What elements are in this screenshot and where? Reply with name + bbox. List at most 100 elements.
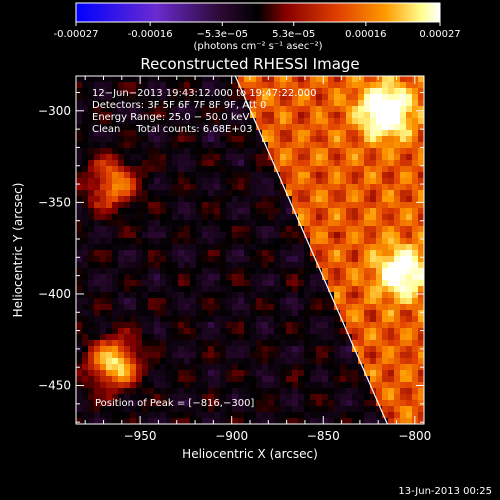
heatmap-cell [226, 178, 233, 185]
heatmap-cell [382, 166, 389, 173]
heatmap-cell [178, 412, 185, 419]
heatmap-cell [166, 76, 173, 83]
heatmap-cell [274, 292, 281, 299]
heatmap-cell [400, 178, 407, 185]
heatmap-cell [226, 334, 233, 341]
heatmap-cell [160, 298, 167, 305]
heatmap-cell [190, 202, 197, 209]
heatmap-cell [406, 274, 413, 281]
heatmap-cell [364, 364, 371, 371]
heatmap-cell [154, 298, 161, 305]
heatmap-cell [346, 244, 353, 251]
heatmap-cell [160, 322, 167, 329]
heatmap-cell [160, 244, 167, 251]
heatmap-cell [142, 316, 149, 323]
heatmap-cell [328, 274, 335, 281]
heatmap-cell [286, 148, 293, 155]
heatmap-cell [364, 286, 371, 293]
heatmap-cell [232, 352, 239, 359]
heatmap-cell [346, 298, 353, 305]
heatmap-cell [250, 232, 257, 239]
heatmap-cell [256, 262, 263, 269]
heatmap-cell [376, 124, 383, 131]
heatmap-cell [226, 310, 233, 317]
heatmap-cell [364, 106, 371, 113]
heatmap-cell [400, 214, 407, 221]
heatmap-cell [394, 220, 401, 227]
heatmap-cell [346, 166, 353, 173]
heatmap-cell [118, 358, 125, 365]
heatmap-cell [268, 352, 275, 359]
heatmap-cell [238, 316, 245, 323]
heatmap-cell [220, 292, 227, 299]
heatmap-cell [406, 190, 413, 197]
heatmap-cell [184, 118, 191, 125]
heatmap-cell [202, 352, 209, 359]
heatmap-cell [334, 340, 341, 347]
heatmap-cell [136, 130, 143, 137]
heatmap-cell [226, 232, 233, 239]
heatmap-cell [322, 418, 329, 424]
heatmap-cell [130, 124, 137, 131]
heatmap-cell [148, 94, 155, 101]
heatmap-cell [220, 394, 227, 401]
heatmap-cell [316, 136, 323, 143]
heatmap-cell [358, 148, 365, 155]
heatmap-cell [328, 358, 335, 365]
heatmap-cell [88, 220, 95, 227]
heatmap-cell [130, 166, 137, 173]
heatmap-cell [316, 322, 323, 329]
heatmap-cell [112, 76, 119, 83]
heatmap-cell [130, 178, 137, 185]
heatmap-cell [172, 298, 179, 305]
heatmap-cell [388, 130, 395, 137]
heatmap-cell [220, 184, 227, 191]
heatmap-cell [100, 352, 107, 359]
heatmap-cell [172, 412, 179, 419]
heatmap-cell [88, 262, 95, 269]
heatmap-cell [412, 370, 419, 377]
heatmap-cell [358, 406, 365, 413]
heatmap-cell [142, 250, 149, 257]
heatmap-cell [118, 394, 125, 401]
heatmap-cell [256, 268, 263, 275]
heatmap-cell [214, 298, 221, 305]
heatmap-cell [232, 196, 239, 203]
heatmap-cell [322, 112, 329, 119]
heatmap-cell [148, 118, 155, 125]
heatmap-cell [112, 274, 119, 281]
heatmap-cell [334, 172, 341, 179]
heatmap-cell [418, 196, 424, 203]
heatmap-cell [370, 154, 377, 161]
heatmap-cell [334, 370, 341, 377]
heatmap-cell [268, 304, 275, 311]
heatmap-cell [268, 346, 275, 353]
heatmap-cell [376, 280, 383, 287]
heatmap-cell [394, 244, 401, 251]
heatmap-cell [190, 376, 197, 383]
heatmap-cell [340, 292, 347, 299]
heatmap-cell [382, 94, 389, 101]
heatmap-cell [310, 208, 317, 215]
heatmap-cell [256, 142, 263, 149]
heatmap-cell [286, 88, 293, 95]
heatmap-cell [298, 340, 305, 347]
heatmap-cell [232, 310, 239, 317]
heatmap-cell [316, 352, 323, 359]
heatmap-cell [82, 178, 89, 185]
heatmap-cell [316, 196, 323, 203]
heatmap-cell [82, 358, 89, 365]
heatmap-cell [298, 412, 305, 419]
heatmap-cell [274, 400, 281, 407]
heatmap-cell [130, 370, 137, 377]
heatmap-cell [160, 406, 167, 413]
heatmap-cell [100, 334, 107, 341]
heatmap-cell [94, 376, 101, 383]
heatmap-cell [184, 124, 191, 131]
heatmap-cell [100, 88, 107, 95]
heatmap-cell [76, 238, 83, 245]
heatmap-cell [304, 214, 311, 221]
heatmap-cell [226, 136, 233, 143]
heatmap-cell [118, 286, 125, 293]
heatmap-cell [406, 220, 413, 227]
